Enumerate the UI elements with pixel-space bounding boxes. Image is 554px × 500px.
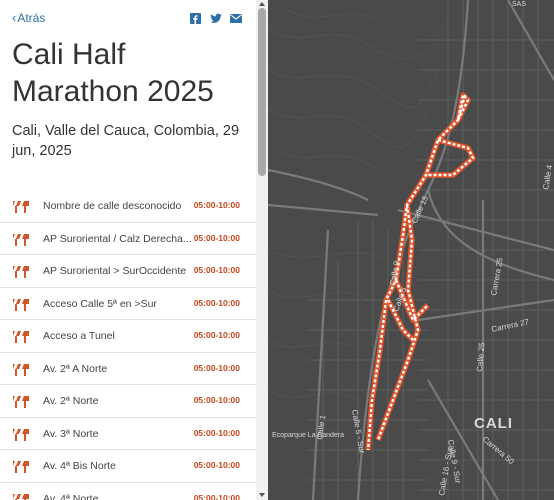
closure-street-name: Acceso a Tunel [43, 330, 115, 342]
closure-street-name: Av. 2ª Norte [43, 395, 99, 407]
closure-time: 05:00-10:00 [193, 492, 240, 500]
major-roads [268, 0, 554, 500]
closure-time: 05:00-10:00 [193, 200, 240, 210]
closure-street-name: Acceso Calle 5ª en >Sur [43, 297, 157, 310]
map-canvas[interactable]: SAS CALI Calle 15 Calle 9 Calle 5 Carrer… [268, 0, 554, 500]
closure-time: 05:00-10:00 [193, 265, 240, 275]
closure-street-name: Av. 4ª Bis Norte [43, 460, 116, 472]
closure-time: 05:00-10:00 [193, 297, 240, 308]
map-street-label-calle-1: Calle 1 [315, 414, 327, 440]
list-item[interactable]: Av. 3ª Norte 05:00-10:00 [0, 418, 256, 450]
scrollbar-thumb[interactable] [258, 8, 266, 176]
map-city-label: CALI [474, 415, 513, 432]
closure-street-name: Av. 2ª A Norte [43, 362, 108, 375]
closure-time: 05:00-10:00 [193, 232, 240, 243]
street-grid [308, 0, 554, 500]
back-link[interactable]: ‹ Atrás [12, 11, 45, 25]
list-item[interactable]: Nombre de calle desconocido 05:00-10:00 [0, 190, 256, 223]
closure-time: 05:00-10:00 [193, 460, 240, 470]
road-closure-barrier-icon [13, 233, 29, 246]
list-item[interactable]: Av. 2ª Norte 05:00-10:00 [0, 385, 256, 418]
list-item[interactable]: Av. 4ª Bis Norte 05:00-10:00 [0, 450, 256, 483]
closure-time: 05:00-10:00 [193, 427, 240, 438]
road-closure-list: Nombre de calle desconocido 05:00-10:00 AP… [0, 190, 256, 500]
top-bar: ‹ Atrás [0, 0, 256, 34]
road-closure-barrier-icon [13, 428, 29, 441]
race-route [365, 92, 476, 451]
closure-time: 05:00-10:00 [193, 395, 240, 405]
closure-street-name: Av. 4ª Norte [43, 492, 99, 500]
road-closure-barrier-icon [13, 460, 29, 473]
map-street-label-carrera-50: Carrera 50 [481, 435, 516, 467]
page-title: Cali Half Marathon 2025 [12, 38, 214, 108]
route-map[interactable]: SAS CALI Calle 15 Calle 9 Calle 5 Carrer… [268, 0, 554, 500]
map-street-label-carrera-25: Carrera 25 [489, 257, 505, 297]
facebook-icon[interactable] [190, 11, 201, 24]
list-item[interactable]: Acceso Calle 5ª en >Sur 05:00-10:00 [0, 288, 256, 320]
road-closure-barrier-icon [13, 330, 29, 343]
closure-street-name: Av. 3ª Norte [43, 427, 99, 440]
map-street-label-calle-4: Calle 4 [541, 164, 554, 191]
scroll-down-arrow-icon[interactable] [259, 493, 265, 497]
road-closure-barrier-icon [13, 200, 29, 213]
list-item[interactable]: AP Suroriental / Calz Derecha... 05:00-10… [0, 223, 256, 255]
list-item[interactable]: Av. 2ª A Norte 05:00-10:00 [0, 353, 256, 385]
closure-street-name: AP Suroriental > SurOccidente [43, 265, 187, 277]
email-icon[interactable] [230, 11, 242, 23]
closure-street-name: AP Suroriental / Calz Derecha... [43, 232, 192, 245]
back-label: Atrás [17, 11, 46, 25]
road-closure-barrier-icon [13, 363, 29, 376]
road-closure-barrier-icon [13, 493, 29, 500]
road-closure-barrier-icon [13, 395, 29, 408]
list-item[interactable]: Av. 4ª Norte 05:00-10:00 [0, 483, 256, 500]
list-item[interactable]: AP Suroriental > SurOccidente 05:00-10:00 [0, 255, 256, 288]
chevron-left-icon: ‹ [12, 10, 17, 25]
share-buttons [190, 11, 242, 24]
closures-panel: ‹ Atrás Cali Half Marathon 2025 Cali, Va… [0, 0, 268, 500]
terrain-lines [268, 9, 449, 401]
map-top-label: SAS [512, 1, 526, 8]
event-location-date: Cali, Valle del Cauca, Colombia, 29 jun,… [12, 123, 240, 159]
scrollbar[interactable] [256, 0, 268, 500]
scroll-up-arrow-icon[interactable] [259, 2, 265, 6]
closure-street-name: Nombre de calle desconocido [43, 200, 182, 212]
map-street-label-calle-9: Calle 9 [388, 260, 401, 287]
road-closure-barrier-icon [13, 265, 29, 278]
twitter-icon[interactable] [210, 11, 222, 23]
list-item[interactable]: Acceso a Tunel 05:00-10:00 [0, 320, 256, 353]
closure-time: 05:00-10:00 [193, 362, 240, 373]
map-street-label-calle-25: Calle 25 [475, 342, 487, 373]
map-park-label: Ecoparque La Bandera [272, 432, 344, 439]
closure-time: 05:00-10:00 [193, 330, 240, 340]
map-street-label-carrera-27: Carrera 27 [491, 317, 531, 334]
road-closure-barrier-icon [13, 298, 29, 311]
